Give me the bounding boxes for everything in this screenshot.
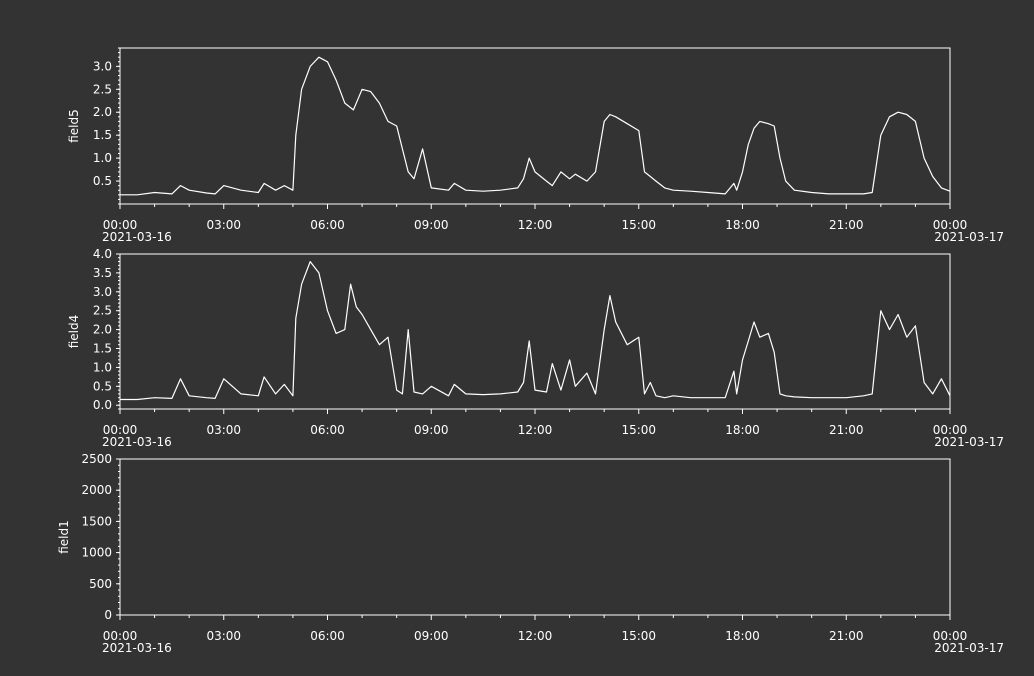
x-tick-label: 00:00	[103, 218, 138, 232]
x-tick-label: 21:00	[829, 423, 864, 437]
x-tick-label: 09:00	[414, 629, 449, 643]
y-axis-label-field5: field5	[67, 109, 81, 143]
y-tick-label: 0.0	[93, 398, 112, 412]
y-tick-label: 1500	[81, 514, 112, 528]
x-date-label-start: 2021-03-16	[102, 641, 172, 655]
y-tick-label: 0.5	[93, 174, 112, 188]
x-date-label-start: 2021-03-16	[102, 230, 172, 244]
y-axis-label-field4: field4	[67, 315, 81, 349]
x-tick-label: 21:00	[829, 629, 864, 643]
y-tick-label: 1.5	[93, 342, 112, 356]
x-date-label-start: 2021-03-16	[102, 435, 172, 449]
y-tick-label: 2.0	[93, 105, 112, 119]
y-tick-label: 1000	[81, 546, 112, 560]
x-tick-label: 00:00	[933, 629, 968, 643]
x-tick-label: 09:00	[414, 218, 449, 232]
x-tick-label: 18:00	[725, 423, 760, 437]
y-tick-label: 4.0	[93, 247, 112, 261]
series-line-field4	[120, 261, 951, 401]
x-tick-label: 12:00	[518, 218, 553, 232]
x-tick-label: 00:00	[103, 629, 138, 643]
x-tick-label: 03:00	[206, 423, 241, 437]
y-tick-label: 3.0	[93, 285, 112, 299]
x-tick-label: 21:00	[829, 218, 864, 232]
x-tick-label: 18:00	[725, 218, 760, 232]
series-line-field5	[120, 56, 951, 196]
x-tick-label: 12:00	[518, 629, 553, 643]
x-tick-label: 00:00	[933, 218, 968, 232]
y-tick-label: 2.5	[93, 304, 112, 318]
y-tick-label: 2500	[81, 452, 112, 466]
y-tick-label: 1.5	[93, 128, 112, 142]
y-tick-label: 500	[89, 577, 112, 591]
panel-field4: field4 0.0 0.5 1.0 1.5 2.0 2.5 3.0 3.5 4.0 00:00 0…	[67, 247, 1004, 449]
y-tick-label: 2000	[81, 483, 112, 497]
x-tick-label: 03:00	[206, 218, 241, 232]
y-axis-label-field1: field1	[57, 520, 71, 554]
y-tick-label: 2.5	[93, 82, 112, 96]
x-tick-label: 09:00	[414, 423, 449, 437]
x-date-label-end: 2021-03-17	[934, 435, 1004, 449]
x-tick-label: 18:00	[725, 629, 760, 643]
y-tick-label: 0.5	[93, 379, 112, 393]
x-tick-label: 15:00	[621, 423, 656, 437]
y-tick-label: 3.5	[93, 266, 112, 280]
y-tick-label: 1.0	[93, 360, 112, 374]
x-tick-label: 00:00	[103, 423, 138, 437]
y-tick-label: 3.0	[93, 59, 112, 73]
x-tick-label: 15:00	[621, 218, 656, 232]
y-tick-label: 2.0	[93, 323, 112, 337]
x-tick-label: 15:00	[621, 629, 656, 643]
x-date-label-end: 2021-03-17	[934, 641, 1004, 655]
x-tick-label: 06:00	[310, 218, 345, 232]
y-tick-label: 1.0	[93, 151, 112, 165]
x-date-label-end: 2021-03-17	[934, 230, 1004, 244]
panel-field5: field5 0.5 1.0 1.5 2.0 2.5 3.0 00:00 03:00 06:00…	[67, 47, 1004, 244]
panel-field1: field1 0 500 1000 1500 2000 2500 00:00 03:00 06:…	[57, 452, 1004, 655]
y-tick-label: 0	[104, 608, 112, 622]
x-tick-label: 00:00	[933, 423, 968, 437]
x-tick-label: 06:00	[310, 629, 345, 643]
x-tick-label: 12:00	[518, 423, 553, 437]
x-tick-label: 06:00	[310, 423, 345, 437]
x-tick-label: 03:00	[206, 629, 241, 643]
